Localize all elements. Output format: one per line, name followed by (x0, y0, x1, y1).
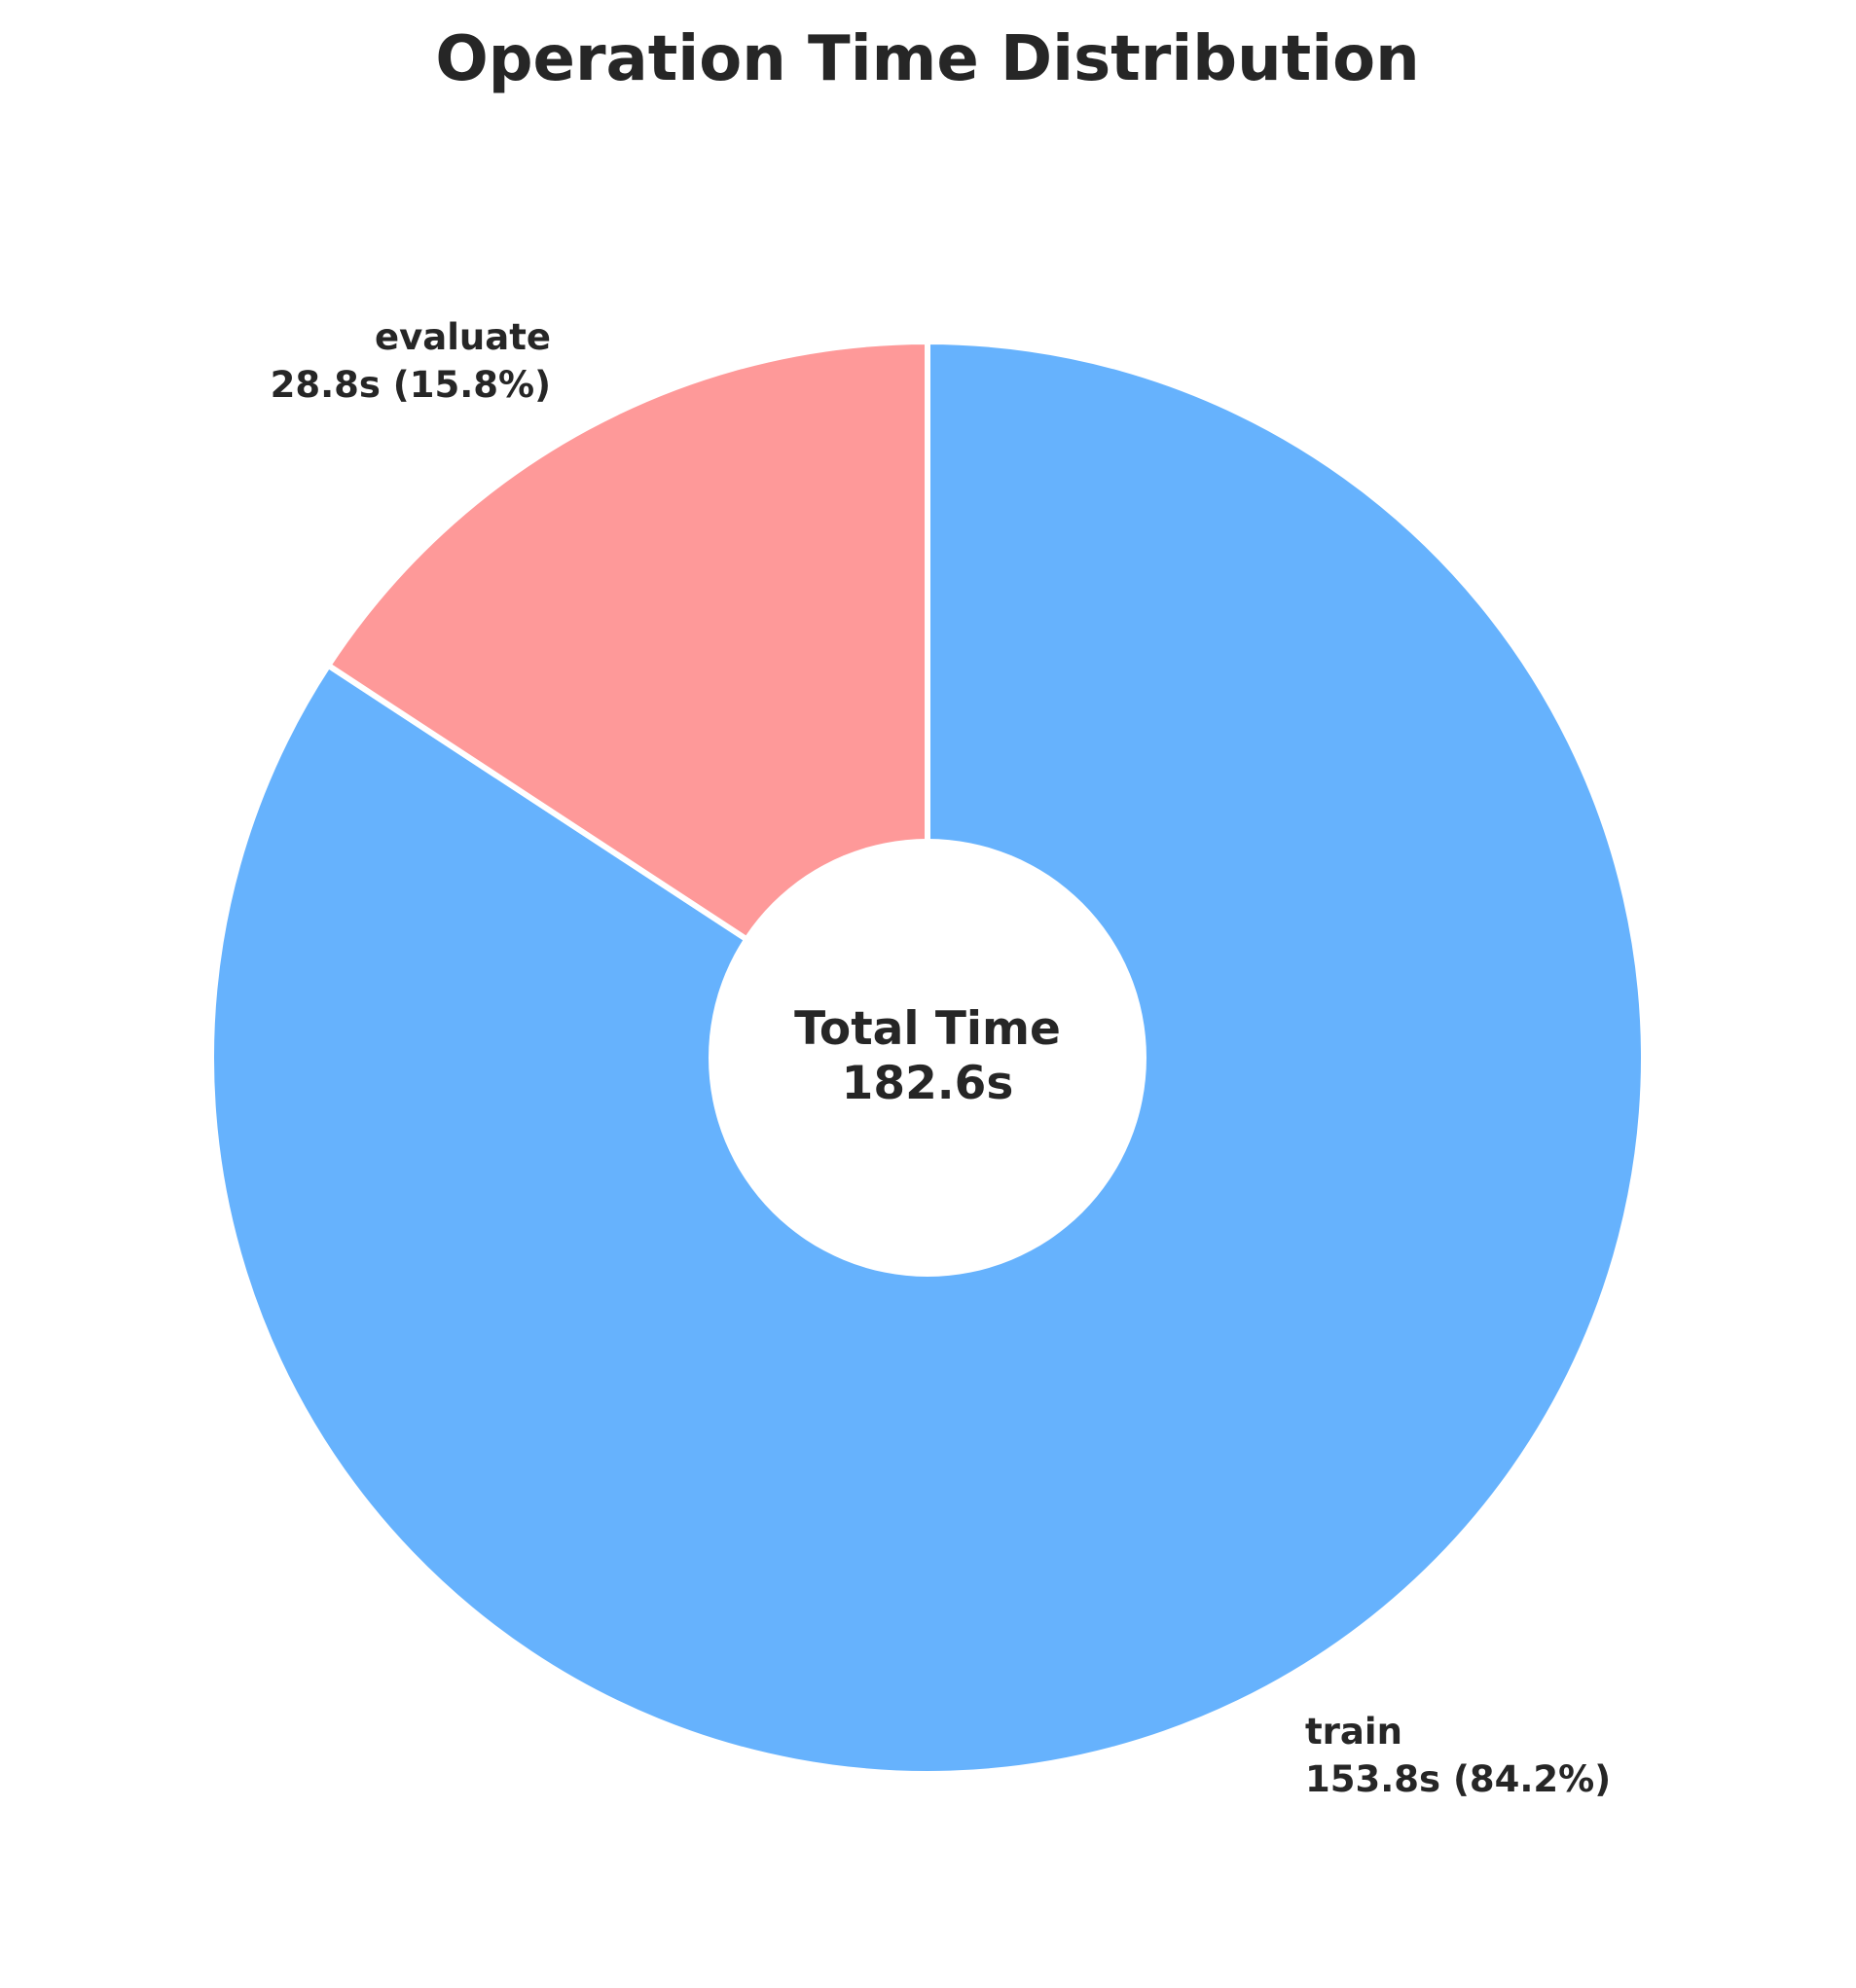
slices-group (207, 338, 1647, 1777)
slice-label-train-value: 153.8s (84.2%) (1305, 1758, 1611, 1800)
chart-title: Operation Time Distribution (435, 23, 1419, 95)
center-label-total: 182.6s (842, 1057, 1014, 1110)
slice-label-evaluate-name: evaluate (375, 316, 551, 358)
pie-slice-evaluate (324, 338, 930, 1064)
pie-slice-train (207, 338, 1647, 1777)
slice-label-evaluate-value: 28.8s (15.8%) (271, 364, 551, 406)
slice-label-train-name: train (1305, 1711, 1402, 1753)
center-label-title: Total Time (794, 1002, 1061, 1056)
donut-hole (709, 839, 1146, 1277)
